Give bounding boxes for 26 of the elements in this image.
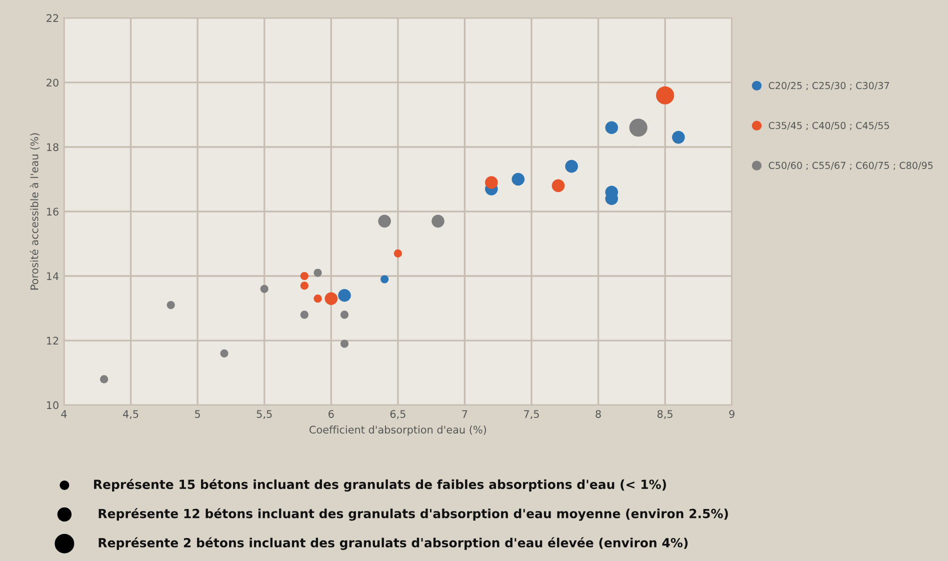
y-tick-label: 12 bbox=[47, 336, 58, 344]
y-tick-label: 14 bbox=[47, 272, 59, 280]
y-tick-label: 22 bbox=[46, 14, 58, 22]
x-tick-label: 9 bbox=[729, 410, 734, 418]
legend-label: C50/60 ; C55/67 ; C60/75 ; C80/95 bbox=[768, 162, 933, 170]
y-tick-label: 10 bbox=[47, 401, 58, 410]
x-tick-label: 5 bbox=[195, 410, 200, 418]
y-tick-label: 16 bbox=[47, 208, 58, 216]
x-tick-label: 7 bbox=[462, 410, 468, 418]
legend-label: Représente 12 bétons incluant des granulats d'absorption d'eau moyenne (environ 2.5%) bbox=[98, 508, 728, 521]
x-tick-label: 8 bbox=[596, 410, 601, 418]
x-tick-label: 4,5 bbox=[123, 410, 138, 420]
x-tick-label: 5,5 bbox=[256, 410, 272, 420]
x-tick-label: 8,5 bbox=[657, 410, 672, 420]
y-axis-title: Porosité accessible à l'eau (%) bbox=[30, 133, 40, 290]
y-tick-label: 20 bbox=[46, 78, 58, 87]
legend-label: C20/25 ; C25/30 ; C30/37 bbox=[768, 82, 889, 90]
y-tick-label: 18 bbox=[47, 143, 58, 152]
x-tick-label: 6 bbox=[328, 410, 334, 418]
x-tick-label: 7,5 bbox=[524, 410, 539, 420]
legend-label: Représente 2 bétons incluant des granulats d'absorption d'eau élevée (environ 4%) bbox=[98, 537, 688, 550]
legend-label: Représente 15 bétons incluant des granulats de faibles absorptions d'eau (< 1%) bbox=[94, 478, 666, 492]
x-tick-label: 4 bbox=[61, 410, 67, 418]
x-tick-label: 6,5 bbox=[390, 410, 406, 420]
legend-label: C35/45 ; C40/50 ; C45/55 bbox=[768, 122, 889, 130]
x-axis-title: Coefficient d'absorption d'eau (%) bbox=[310, 426, 486, 436]
